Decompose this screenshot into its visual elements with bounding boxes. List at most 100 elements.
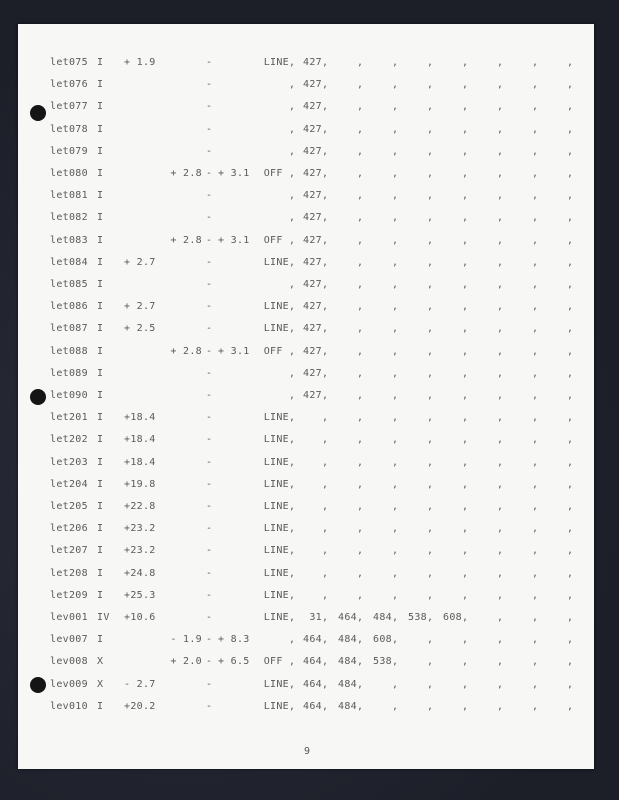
table-row: let086 I + 2.7- LINE, 427,,,,,,,, bbox=[0, 300, 619, 314]
row-mode: OFF bbox=[263, 168, 289, 179]
field-separator: , bbox=[427, 190, 434, 202]
row-class: I bbox=[97, 523, 104, 535]
slot-value: 427 bbox=[303, 345, 322, 357]
field-separator: , bbox=[427, 501, 434, 512]
range-low: + 2.8 bbox=[170, 234, 202, 246]
field-separator: , bbox=[567, 478, 574, 490]
table-row: let076 I -, 427,,,,,,,, bbox=[0, 78, 619, 92]
row-mode: LINE bbox=[263, 523, 289, 535]
field-separator: , bbox=[567, 412, 574, 424]
field-separator: , bbox=[567, 700, 574, 712]
field-separator: , bbox=[357, 390, 364, 401]
field-separator: , bbox=[532, 656, 539, 668]
field-separator: , bbox=[392, 700, 399, 712]
field-separator: , bbox=[497, 456, 504, 468]
field-separator: , bbox=[567, 256, 574, 268]
table-row: let079 I -, 427,,,,,,,, bbox=[0, 145, 619, 159]
field-separator: , bbox=[392, 434, 399, 446]
row-mode: LINE bbox=[263, 612, 289, 623]
field-separator: , bbox=[392, 589, 399, 601]
slot-value: 538 bbox=[408, 612, 427, 623]
field-separator: , bbox=[532, 567, 539, 579]
slot-value: 427 bbox=[303, 145, 322, 157]
row-class: I bbox=[97, 545, 104, 557]
field-separator: , bbox=[497, 589, 504, 601]
field-separator: , bbox=[322, 390, 329, 401]
field-separator: , bbox=[322, 700, 329, 712]
field-separator: , bbox=[462, 545, 469, 557]
field-separator: , bbox=[427, 567, 434, 579]
field-separator: , bbox=[322, 434, 329, 446]
row-class: I bbox=[97, 301, 104, 313]
row-class: I bbox=[97, 345, 104, 357]
field-separator: , bbox=[427, 301, 434, 313]
row-class: I bbox=[97, 700, 104, 712]
row-id: lev007 bbox=[50, 634, 88, 646]
field-separator: , bbox=[322, 523, 329, 535]
row-id: let080 bbox=[50, 168, 88, 179]
field-separator: , bbox=[357, 545, 364, 557]
field-separator: , bbox=[357, 57, 364, 68]
field-separator: , bbox=[567, 612, 574, 623]
field-separator: , bbox=[532, 434, 539, 446]
field-separator: , bbox=[567, 589, 574, 601]
row-value: +18.4 bbox=[124, 412, 156, 424]
field-separator: , bbox=[392, 478, 399, 490]
field-separator: , bbox=[357, 456, 364, 468]
field-separator: , bbox=[497, 168, 504, 179]
field-separator: , bbox=[532, 700, 539, 712]
slot-value: 484 bbox=[338, 700, 357, 712]
field-separator: , bbox=[497, 279, 504, 290]
field-separator: , bbox=[532, 256, 539, 268]
field-separator: , bbox=[392, 567, 399, 579]
field-separator: , bbox=[462, 501, 469, 512]
table-row: let085 I -, 427,,,,,,,, bbox=[0, 278, 619, 292]
field-separator: , bbox=[497, 234, 504, 246]
range-separator: - bbox=[206, 390, 213, 401]
field-separator: , bbox=[322, 612, 329, 623]
field-separator: , bbox=[289, 567, 296, 579]
field-separator: , bbox=[532, 101, 539, 113]
slot-value: 464 bbox=[338, 612, 357, 623]
field-separator: , bbox=[497, 678, 504, 690]
field-separator: , bbox=[289, 434, 296, 446]
row-id: let088 bbox=[50, 345, 88, 357]
field-separator: , bbox=[497, 656, 504, 668]
field-separator: , bbox=[289, 212, 296, 224]
field-separator: , bbox=[427, 212, 434, 224]
row-id: lev008 bbox=[50, 656, 88, 668]
field-separator: , bbox=[392, 345, 399, 357]
field-separator: , bbox=[532, 612, 539, 623]
field-separator: , bbox=[567, 190, 574, 202]
row-class: I bbox=[97, 234, 104, 246]
field-separator: , bbox=[567, 301, 574, 313]
row-mode: LINE bbox=[263, 589, 289, 601]
field-separator: , bbox=[357, 612, 364, 623]
field-separator: , bbox=[322, 212, 329, 224]
field-separator: , bbox=[322, 323, 329, 335]
range-low: + 2.8 bbox=[170, 345, 202, 357]
field-separator: , bbox=[427, 367, 434, 379]
range-separator: - bbox=[206, 456, 213, 468]
slot-value: 538 bbox=[373, 656, 392, 668]
row-mode: LINE bbox=[263, 301, 289, 313]
row-id: let201 bbox=[50, 412, 88, 424]
field-separator: , bbox=[289, 57, 296, 68]
row-mode: LINE bbox=[263, 700, 289, 712]
row-class: I bbox=[97, 567, 104, 579]
field-separator: , bbox=[392, 545, 399, 557]
range-separator: - bbox=[206, 279, 213, 290]
field-separator: , bbox=[462, 234, 469, 246]
range-low: - 1.9 bbox=[170, 634, 202, 646]
field-separator: , bbox=[497, 367, 504, 379]
field-separator: , bbox=[289, 190, 296, 202]
table-row: let202 I +18.4 - LINE,,,,,,,,, bbox=[0, 433, 619, 447]
field-separator: , bbox=[462, 390, 469, 401]
slot-value: 427 bbox=[303, 367, 322, 379]
row-id: lev001 bbox=[50, 612, 88, 623]
field-separator: , bbox=[497, 434, 504, 446]
row-value: +23.2 bbox=[124, 523, 156, 535]
row-id: let090 bbox=[50, 390, 88, 401]
field-separator: , bbox=[392, 301, 399, 313]
row-class: I bbox=[97, 256, 104, 268]
